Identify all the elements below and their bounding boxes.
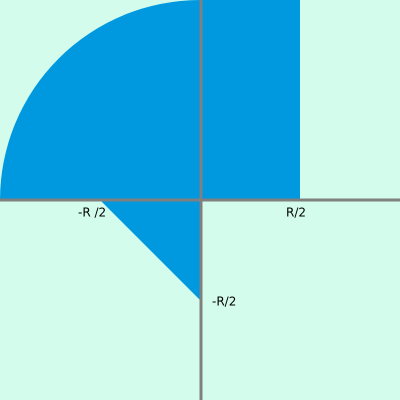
rectangle-area — [200, 0, 300, 200]
x-negative-label: -R /2 — [78, 206, 106, 220]
triangle-area — [100, 200, 200, 300]
y-negative-label: -R/2 — [212, 295, 236, 309]
quarter-circle — [0, 0, 200, 200]
x-positive-label: R/2 — [286, 206, 306, 220]
